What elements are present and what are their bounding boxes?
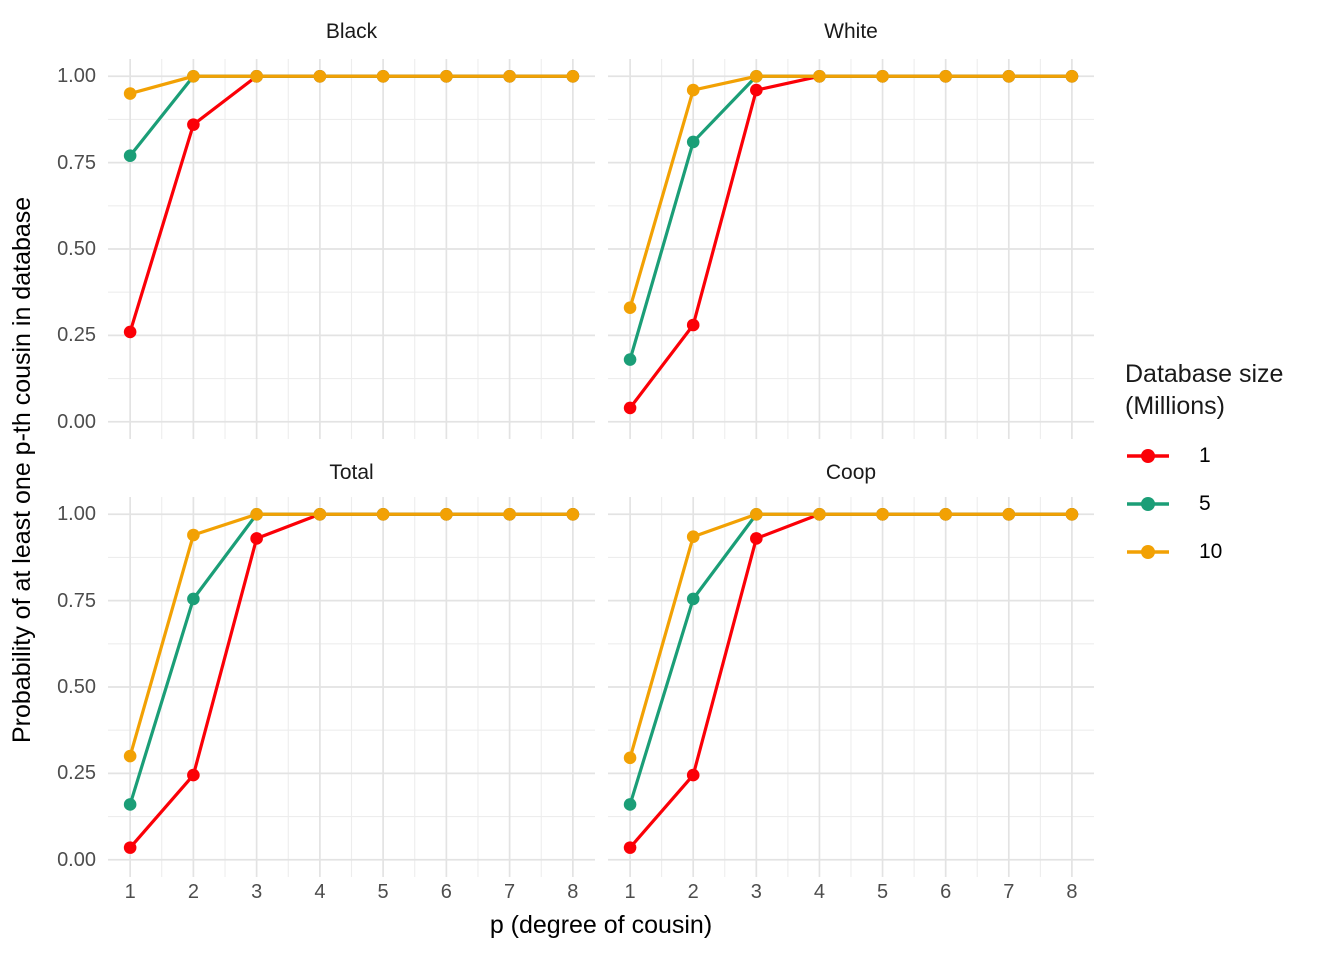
panel-coop: [608, 497, 1094, 877]
panel-total: [108, 497, 595, 877]
legend-key-line-dot-icon: [1127, 497, 1169, 511]
y-tick-label: 0.00: [57, 410, 96, 433]
legend-key-line-dot-icon: [1127, 449, 1169, 463]
facet-strip-coop: Coop: [825, 461, 877, 484]
x-tick-label: 3: [251, 881, 263, 903]
x-tick-label: 8: [1066, 881, 1078, 903]
facet-strip-black: Black: [325, 20, 378, 43]
legend-items: 1 5 10: [1125, 442, 1343, 566]
legend-item: 1: [1125, 442, 1343, 470]
legend-item: 5: [1125, 490, 1343, 518]
y-tick-label: 0.75: [57, 151, 96, 174]
x-axis-title: p (degree of cousin): [489, 911, 713, 939]
x-tick-label: 5: [377, 881, 389, 903]
panel-black: [108, 59, 595, 439]
legend-item-label: 1: [1199, 444, 1211, 467]
y-tick-label: 0.25: [57, 324, 96, 347]
legend-item-label: 10: [1199, 540, 1223, 563]
panel-white: [608, 59, 1094, 439]
legend-key-line-dot-icon: [1127, 545, 1169, 559]
x-tick-label: 5: [876, 881, 889, 903]
y-tick-label: 0.25: [57, 762, 96, 785]
y-axis-title: Probability of at least one p-th cousin …: [8, 196, 36, 744]
y-tick-label: 1.00: [57, 65, 96, 88]
legend-item-label: 5: [1199, 492, 1211, 515]
x-tick-label: 1: [624, 881, 636, 903]
facet-strip-total: Total: [329, 461, 374, 484]
x-tick-label: 2: [187, 881, 199, 903]
legend-item: 10: [1125, 538, 1343, 566]
y-tick-label: 0.75: [57, 589, 96, 612]
x-tick-label: 6: [440, 881, 452, 903]
y-tick-label: 0.50: [57, 676, 96, 698]
x-tick-label: 8: [567, 881, 579, 903]
x-tick-label: 3: [750, 881, 762, 903]
legend-title-line1: Database size: [1125, 360, 1284, 388]
x-tick-label: 4: [314, 881, 326, 903]
facet-strip-white: White: [824, 20, 878, 43]
y-tick-label: 0.50: [57, 238, 96, 260]
x-tick-label: 2: [687, 881, 699, 903]
legend-title-line2: (Millions): [1125, 392, 1225, 420]
x-tick-label: 4: [813, 881, 825, 903]
legend: Database size (Millions) 1 5 10: [1125, 358, 1343, 586]
x-tick-label: 7: [504, 881, 516, 903]
legend-title: Database size (Millions): [1125, 358, 1343, 422]
y-tick-label: 1.00: [57, 503, 96, 526]
x-tick-label: 1: [124, 881, 136, 903]
x-tick-label: 6: [940, 881, 952, 903]
y-tick-label: 0.00: [57, 848, 96, 871]
x-tick-label: 7: [1003, 881, 1015, 903]
